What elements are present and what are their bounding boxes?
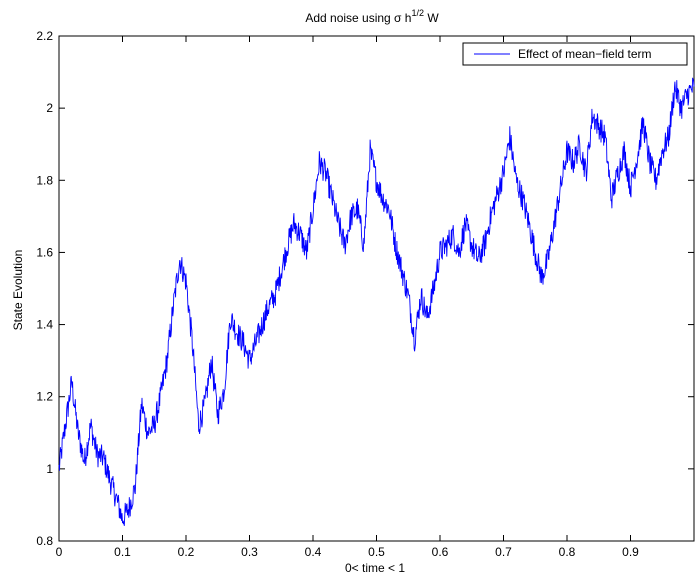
y-tick-label-3: 1.4: [36, 318, 53, 332]
y-axis-label: State Evolution: [11, 250, 25, 331]
chart-title: Add noise using σ h1/2 W: [305, 8, 439, 25]
x-tick-label-1: 0.1: [114, 545, 131, 559]
y-tick-label-2: 1.2: [36, 390, 53, 404]
x-tick-label-7: 0.7: [495, 545, 512, 559]
x-tick-label-5: 0.5: [368, 545, 385, 559]
x-tick-label-8: 0.8: [559, 545, 576, 559]
y-tick-label-0: 0.8: [36, 534, 53, 548]
series-line-0: [58, 77, 695, 526]
x-tick-label-0: 0: [56, 545, 63, 559]
x-tick-label-9: 0.9: [622, 545, 639, 559]
y-tick-label-1: 1: [46, 462, 53, 476]
x-tick-label-2: 0.2: [178, 545, 195, 559]
x-tick-label-3: 0.3: [241, 545, 258, 559]
legend-box: [462, 42, 688, 66]
plot-area: 0 0.1 0.2 0.3 0.4 0.5 0.6 0.7 0.8 0.9 0.8 1 1.2 1.4 1.…: [36, 29, 695, 559]
legend-label: Effect of mean−field term: [518, 47, 652, 61]
x-tick-label-4: 0.4: [305, 545, 322, 559]
x-axis-label: 0< time < 1: [345, 561, 405, 575]
y-tick-label-6: 2: [46, 101, 53, 115]
y-tick-label-5: 1.8: [36, 173, 53, 187]
legend: Effect of mean−field term: [462, 42, 688, 66]
y-tick-label-4: 1.6: [36, 245, 53, 259]
y-tick-label-7: 2.2: [36, 29, 53, 43]
x-tick-label-6: 0.6: [432, 545, 449, 559]
